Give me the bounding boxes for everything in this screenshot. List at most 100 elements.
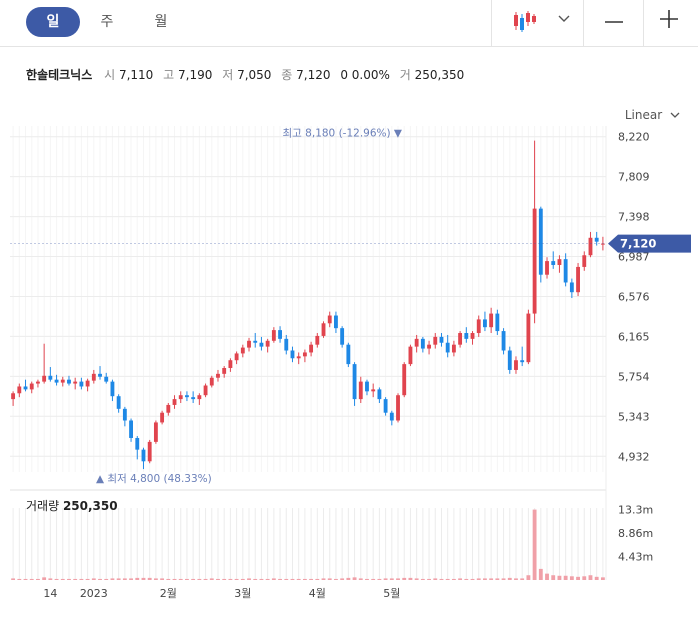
candle-body xyxy=(321,323,326,336)
current-price-badge xyxy=(608,234,691,253)
chart-type-selector[interactable] xyxy=(491,0,584,46)
volume-bars xyxy=(11,509,605,580)
candlestick-series xyxy=(11,140,605,470)
candle xyxy=(365,379,369,396)
scale-toggle-label: Linear xyxy=(624,108,663,122)
candle xyxy=(60,376,65,387)
candle-body xyxy=(91,373,96,381)
volume-bar xyxy=(414,578,419,580)
candle xyxy=(483,311,487,332)
volume-bar xyxy=(98,578,102,580)
candle-body xyxy=(29,383,34,390)
y-tick-label: 4,932 xyxy=(618,450,650,463)
candle xyxy=(321,321,326,338)
plus-icon xyxy=(660,10,678,28)
candle-body xyxy=(79,381,84,387)
x-tick-label: 3월 xyxy=(234,587,251,600)
volume-bar xyxy=(439,578,444,580)
candle-body xyxy=(520,360,525,363)
candle-body xyxy=(253,340,258,343)
candle-body xyxy=(545,261,549,275)
volume-bar xyxy=(222,578,227,580)
current-price-label: 7,120 xyxy=(620,237,656,251)
x-axis-labels: 14 2023 2월 3월 4월 5월 xyxy=(43,587,400,600)
tab-weekly[interactable]: 주 xyxy=(100,14,114,30)
volume-bar xyxy=(526,575,531,580)
volume-bar xyxy=(73,578,78,580)
zoom-in-button[interactable] xyxy=(643,0,698,46)
volume-bar xyxy=(91,578,96,580)
candle-body xyxy=(98,373,102,377)
tab-daily[interactable]: 일 xyxy=(26,7,80,37)
candle-body xyxy=(588,237,593,256)
candle xyxy=(42,343,47,384)
candle xyxy=(23,379,28,392)
volume-bar xyxy=(216,578,220,580)
candle xyxy=(588,231,593,258)
volume-bar xyxy=(545,573,549,580)
candle xyxy=(253,333,258,348)
close-value: 7,120 xyxy=(296,68,331,82)
tab-monthly[interactable]: 월 xyxy=(154,14,168,30)
scale-toggle[interactable]: Linear xyxy=(625,108,680,122)
candle xyxy=(247,337,251,352)
y-tick-label: 6,576 xyxy=(618,290,650,303)
volume-bar xyxy=(228,578,233,580)
candle xyxy=(538,206,543,283)
x-tick-label: 14 xyxy=(43,587,57,600)
volume-bar xyxy=(302,578,307,580)
candle xyxy=(73,377,78,390)
volume-bar xyxy=(489,578,494,580)
volume-bar xyxy=(259,578,264,580)
candle-body xyxy=(594,237,599,242)
candle-body xyxy=(290,350,295,359)
volume-bar xyxy=(557,575,562,580)
candle xyxy=(265,338,270,353)
volume-bar xyxy=(278,578,282,580)
candle xyxy=(569,278,574,299)
volume-bar xyxy=(185,578,189,580)
volume-bar xyxy=(464,578,469,580)
candle-body xyxy=(396,395,400,421)
candle-body xyxy=(54,379,59,383)
volume-bar xyxy=(23,578,28,580)
volume-bar xyxy=(538,568,543,580)
candle xyxy=(408,344,413,367)
candle-body xyxy=(104,376,109,382)
candle-body xyxy=(470,333,475,339)
y-axis-ticks: 8,220 7,809 7,398 6,987 6,576 6,165 5,754 5,343… xyxy=(618,131,650,464)
candle-body xyxy=(42,375,47,382)
volume-bar xyxy=(470,578,475,580)
candle-body xyxy=(514,360,518,370)
volume-bar xyxy=(520,578,525,580)
volume-bar xyxy=(122,578,127,580)
candle-body xyxy=(11,393,16,400)
zoom-out-button[interactable] xyxy=(583,0,644,46)
candle-body xyxy=(191,397,196,400)
candle-body xyxy=(563,259,568,283)
candle-body xyxy=(135,437,140,450)
close-label: 종 xyxy=(281,68,293,82)
candle xyxy=(470,331,475,345)
candle-body xyxy=(60,379,65,383)
low-marker-label: ▲ 최저 4,800 (48.33%) xyxy=(96,473,212,485)
candle xyxy=(358,376,363,403)
candle xyxy=(557,255,562,273)
volume-bar xyxy=(396,578,400,580)
candle xyxy=(116,394,121,413)
candle-body xyxy=(334,315,338,329)
candle xyxy=(234,351,239,365)
candle xyxy=(489,307,494,334)
volume-tick-label: 8.86m xyxy=(618,527,653,540)
open-value: 7,110 xyxy=(118,68,154,82)
volume-bar xyxy=(501,578,506,580)
x-tick-label: 2월 xyxy=(160,587,177,600)
candle xyxy=(54,374,59,386)
candle xyxy=(340,326,345,348)
y-tick-label: 5,343 xyxy=(618,410,650,423)
candle xyxy=(104,372,109,384)
high-value: 7,190 xyxy=(178,68,213,82)
candle-body xyxy=(166,404,171,413)
volume-bar xyxy=(11,578,16,580)
